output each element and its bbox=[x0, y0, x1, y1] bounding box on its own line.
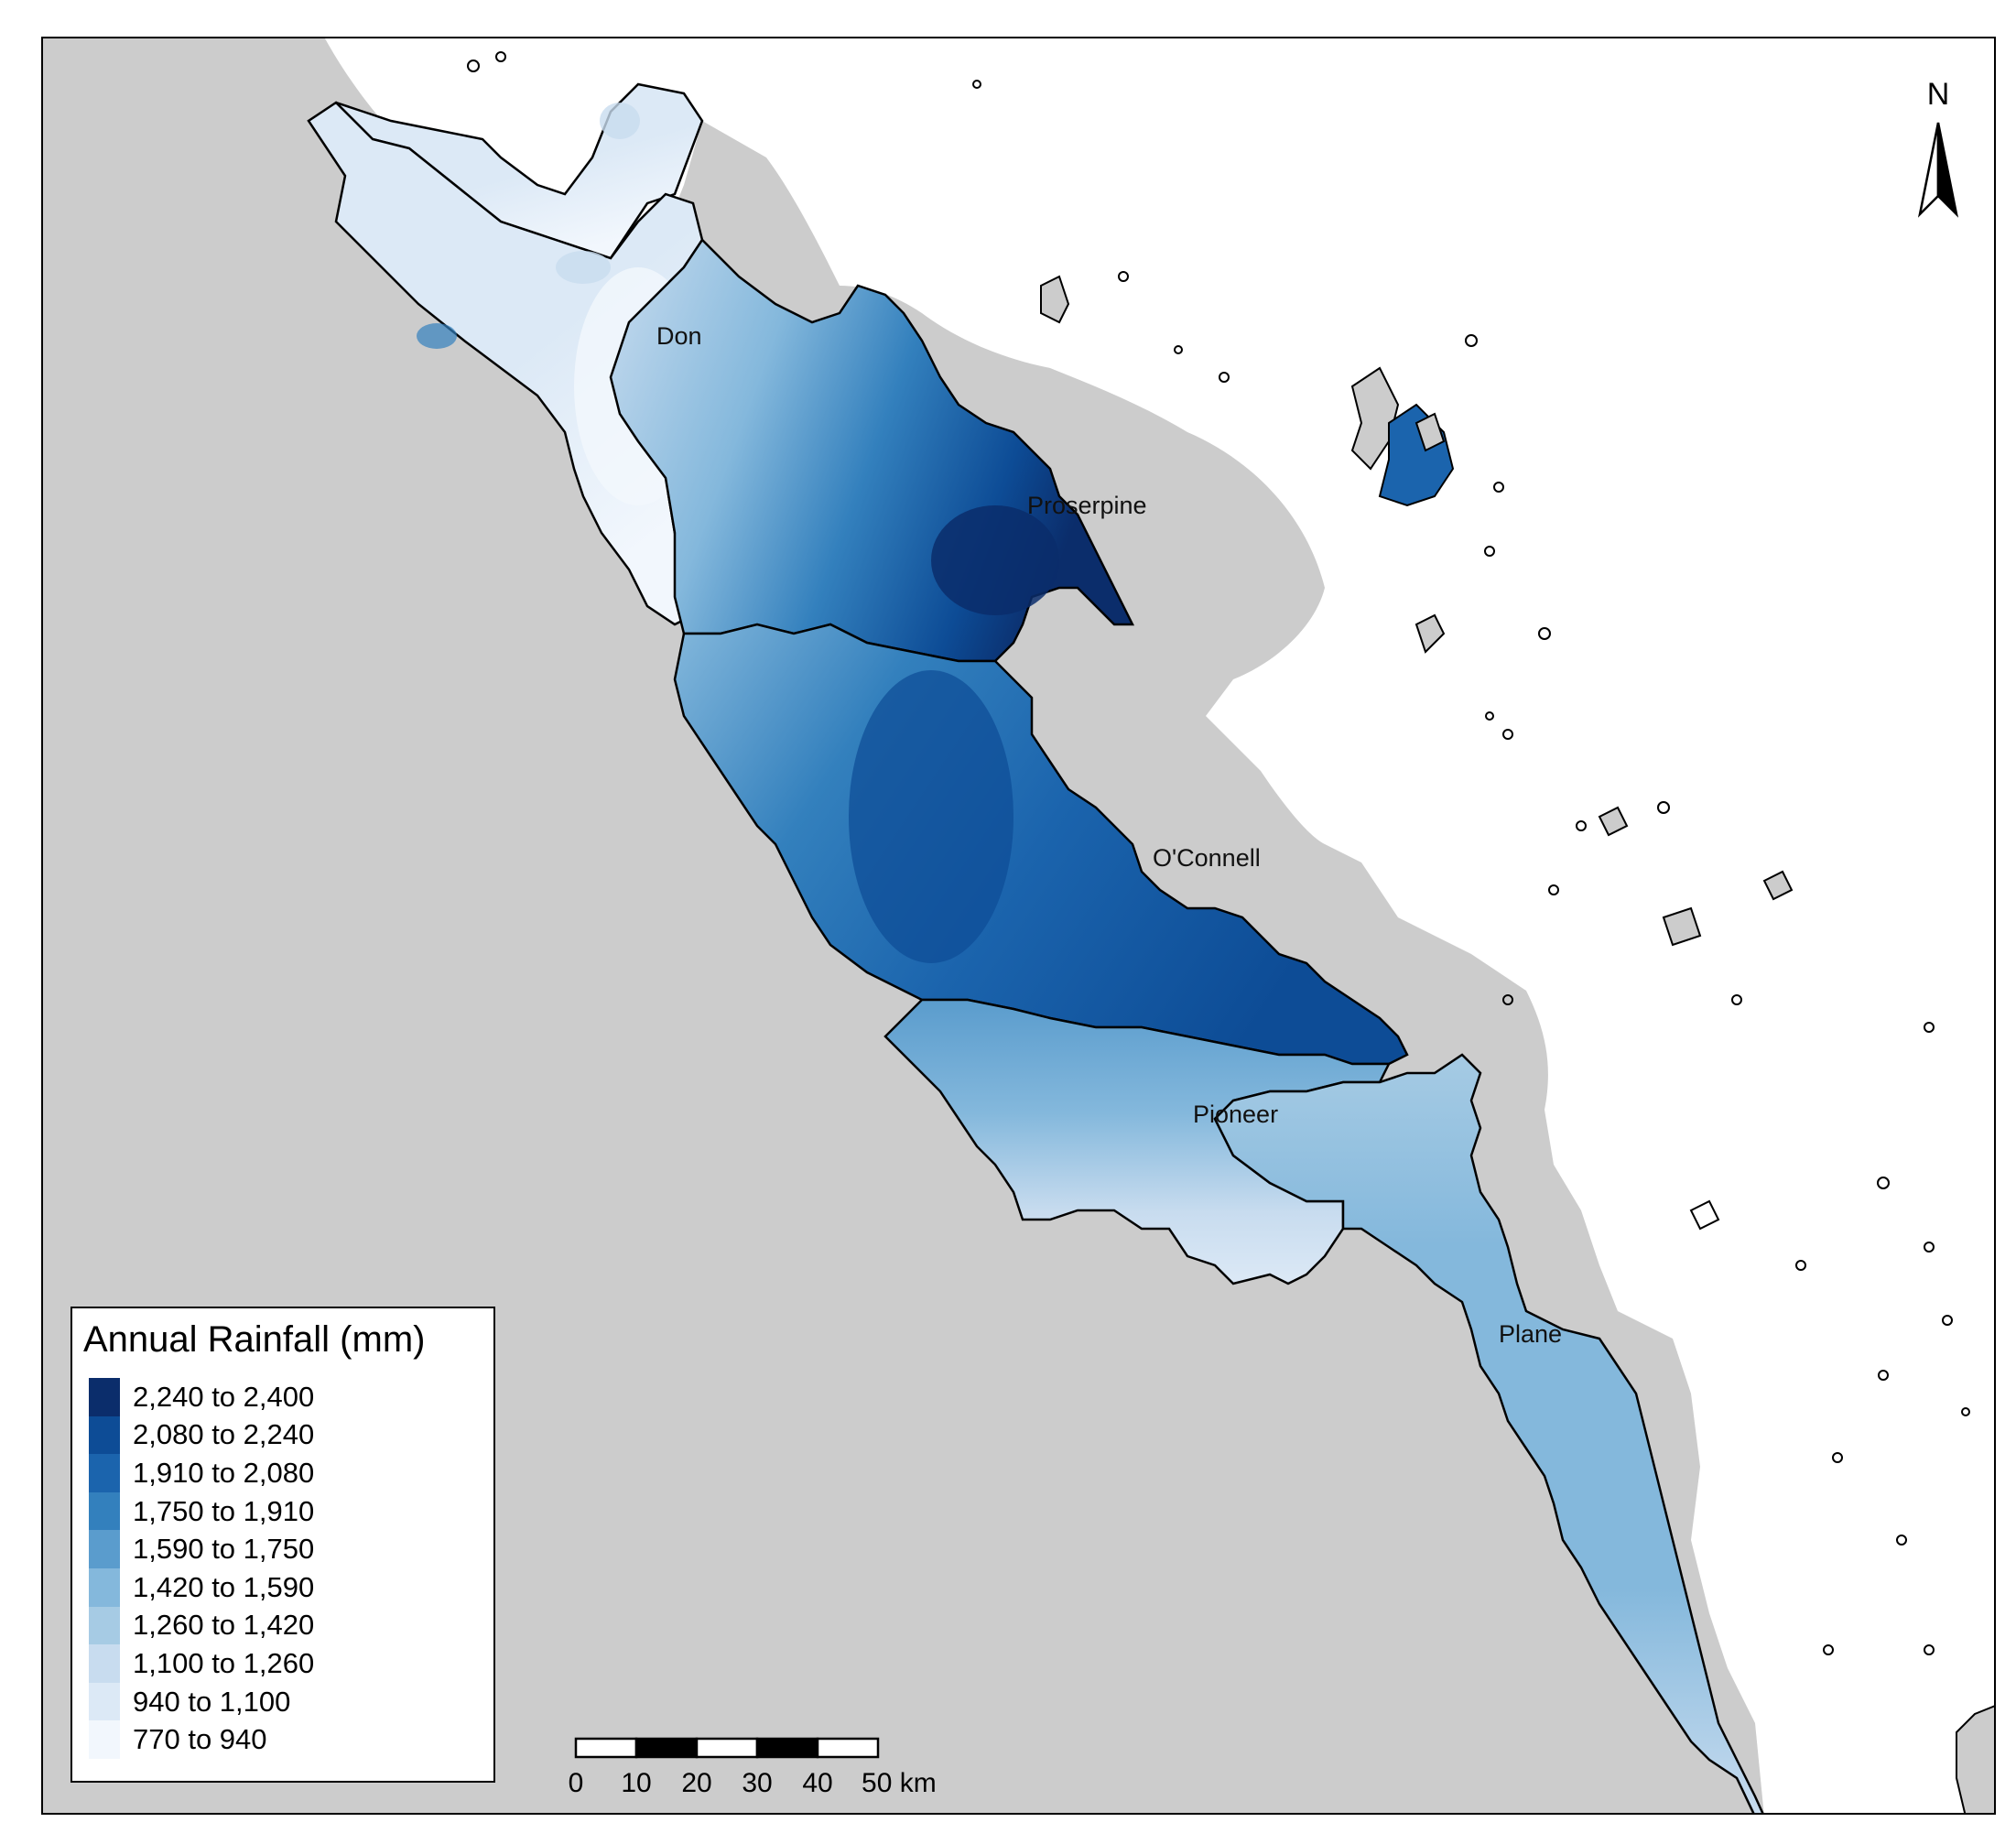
legend-swatch bbox=[89, 1606, 120, 1645]
north-arrow-icon bbox=[1917, 122, 1959, 218]
legend-item: 2,240 to 2,400 bbox=[89, 1378, 314, 1416]
legend: Annual Rainfall (mm) 2,240 to 2,400 2,080… bbox=[70, 1307, 495, 1783]
legend-swatch bbox=[89, 1530, 120, 1568]
map-frame: Don Proserpine O'Connell Pioneer Plane N… bbox=[41, 37, 1996, 1815]
rainfall-peak-proserpine bbox=[931, 505, 1059, 615]
legend-label: 2,080 to 2,240 bbox=[133, 1418, 315, 1451]
catchment-plane bbox=[1213, 1053, 1764, 1813]
north-arrow-label: N bbox=[1926, 77, 1950, 112]
legend-label: 1,420 to 1,590 bbox=[133, 1570, 315, 1603]
legend-label: 1,590 to 1,750 bbox=[133, 1533, 315, 1566]
legend-swatch bbox=[89, 1682, 120, 1721]
legend-items: 2,240 to 2,400 2,080 to 2,240 1,910 to 2,0… bbox=[89, 1378, 314, 1759]
catchment-oconnell bbox=[673, 623, 1409, 1066]
legend-swatch bbox=[89, 1720, 120, 1759]
scale-bar-tick-label: 20 bbox=[681, 1768, 712, 1798]
legend-label: 1,750 to 1,910 bbox=[133, 1494, 315, 1527]
legend-swatch bbox=[89, 1644, 120, 1683]
catchment-label-proserpine: Proserpine bbox=[1027, 492, 1147, 519]
legend-label: 940 to 1,100 bbox=[133, 1685, 291, 1718]
catchment-label-pioneer: Pioneer bbox=[1193, 1101, 1279, 1128]
legend-label: 1,910 to 2,080 bbox=[133, 1456, 315, 1489]
catchment-pioneer bbox=[883, 998, 1392, 1285]
scale-bar-tick-label: 10 bbox=[621, 1768, 652, 1798]
legend-item: 770 to 940 bbox=[89, 1720, 314, 1759]
legend-label: 1,100 to 1,260 bbox=[133, 1646, 315, 1679]
scale-bar-tick-label: 50 km bbox=[862, 1768, 937, 1798]
legend-label: 770 to 940 bbox=[133, 1723, 267, 1756]
legend-item: 1,590 to 1,750 bbox=[89, 1530, 314, 1568]
catchment-label-plane: Plane bbox=[1499, 1320, 1563, 1348]
scale-bar-graphic bbox=[574, 1737, 880, 1759]
legend-swatch bbox=[89, 1415, 120, 1455]
legend-title: Annual Rainfall (mm) bbox=[83, 1319, 426, 1360]
scale-bar: 0 10 20 30 40 50 km bbox=[569, 1735, 959, 1808]
scale-bar-tick-label: 30 bbox=[742, 1768, 773, 1798]
legend-swatch bbox=[89, 1491, 120, 1531]
catchment-label-don: Don bbox=[656, 322, 702, 350]
islets bbox=[467, 51, 1970, 1655]
legend-label: 2,240 to 2,400 bbox=[133, 1380, 315, 1413]
legend-item: 1,100 to 1,260 bbox=[89, 1644, 314, 1683]
legend-swatch bbox=[89, 1454, 120, 1492]
legend-swatch bbox=[89, 1378, 120, 1416]
legend-item: 2,080 to 2,240 bbox=[89, 1415, 315, 1455]
legend-item: 1,260 to 1,420 bbox=[89, 1606, 315, 1645]
scale-bar-tick-label: 40 bbox=[802, 1768, 833, 1798]
legend-item: 1,750 to 1,910 bbox=[89, 1491, 315, 1531]
catchment-label-oconnell: O'Connell bbox=[1153, 844, 1261, 872]
legend-label: 1,260 to 1,420 bbox=[133, 1609, 315, 1642]
legend-item: 940 to 1,100 bbox=[89, 1682, 314, 1721]
islands bbox=[1040, 275, 1994, 1813]
north-arrow: N bbox=[1902, 77, 1975, 233]
scale-bar-tick-label: 0 bbox=[568, 1768, 584, 1798]
legend-item: 1,420 to 1,590 bbox=[89, 1567, 315, 1607]
legend-item: 1,910 to 2,080 bbox=[89, 1454, 314, 1492]
rainfall-core-oconnell bbox=[849, 670, 1013, 963]
legend-swatch bbox=[89, 1567, 120, 1607]
